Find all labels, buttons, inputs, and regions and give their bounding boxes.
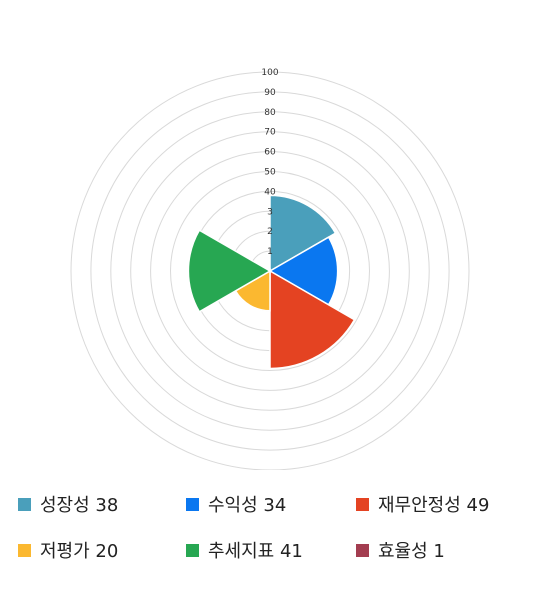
polar-area-chart: 1 2 3 40 50 60 70 80 90 100 — [70, 68, 470, 470]
r-tick-label: 1 — [267, 247, 273, 257]
grid-ring — [70, 71, 470, 470]
legend-swatch — [18, 543, 31, 557]
grid-ring — [150, 151, 390, 391]
legend-label: 추세지표 41 — [208, 541, 303, 562]
r-tick-label: 50 — [264, 168, 276, 178]
r-tick-label: 3 — [267, 207, 273, 217]
slice-profitability[interactable] — [268, 236, 339, 306]
legend-item-growth[interactable]: 성장성 38 — [18, 492, 186, 516]
legend-item-trend[interactable]: 추세지표 41 — [186, 538, 356, 562]
legend-label: 재무안정성 49 — [378, 495, 490, 516]
legend-label: 효율성 1 — [378, 541, 445, 562]
r-tick-label: 40 — [264, 187, 276, 197]
r-tick-label: 2 — [267, 227, 273, 237]
legend-label: 성장성 38 — [40, 495, 119, 516]
legend-swatch — [186, 497, 199, 511]
legend-swatch — [356, 497, 369, 511]
legend-label: 수익성 34 — [208, 495, 287, 516]
grid-ring — [110, 111, 430, 431]
slice-group — [187, 194, 356, 370]
slice-financial-stability[interactable] — [269, 269, 356, 370]
legend-label: 저평가 20 — [40, 541, 119, 562]
grid-ring — [90, 91, 450, 451]
slice-trend[interactable] — [187, 229, 272, 313]
legend-item-efficiency[interactable]: 효율성 1 — [356, 538, 528, 562]
slice-growth[interactable] — [269, 194, 337, 273]
grid-ring — [130, 131, 410, 411]
legend-swatch — [18, 497, 31, 511]
r-tick-label: 100 — [261, 68, 278, 78]
legend-swatch — [186, 543, 199, 557]
slice-efficiency[interactable] — [267, 268, 271, 273]
r-tick-label: 70 — [264, 128, 276, 138]
r-tick-label: 90 — [264, 88, 276, 98]
legend: 성장성 38 수익성 34 재무안정성 49 저평가 20 추세지표 41 효율… — [18, 492, 528, 562]
legend-item-undervaluation[interactable]: 저평가 20 — [18, 538, 186, 562]
grid-ring — [170, 171, 370, 371]
r-tick-label: 80 — [264, 108, 276, 118]
legend-swatch — [356, 543, 369, 557]
legend-item-profitability[interactable]: 수익성 34 — [186, 492, 356, 516]
radial-tick-labels: 1 2 3 40 50 60 70 80 90 100 — [261, 68, 278, 257]
r-tick-label: 60 — [264, 148, 276, 158]
legend-item-financial-stability[interactable]: 재무안정성 49 — [356, 492, 528, 516]
radar-svg: 1 2 3 40 50 60 70 80 90 100 — [70, 68, 470, 470]
